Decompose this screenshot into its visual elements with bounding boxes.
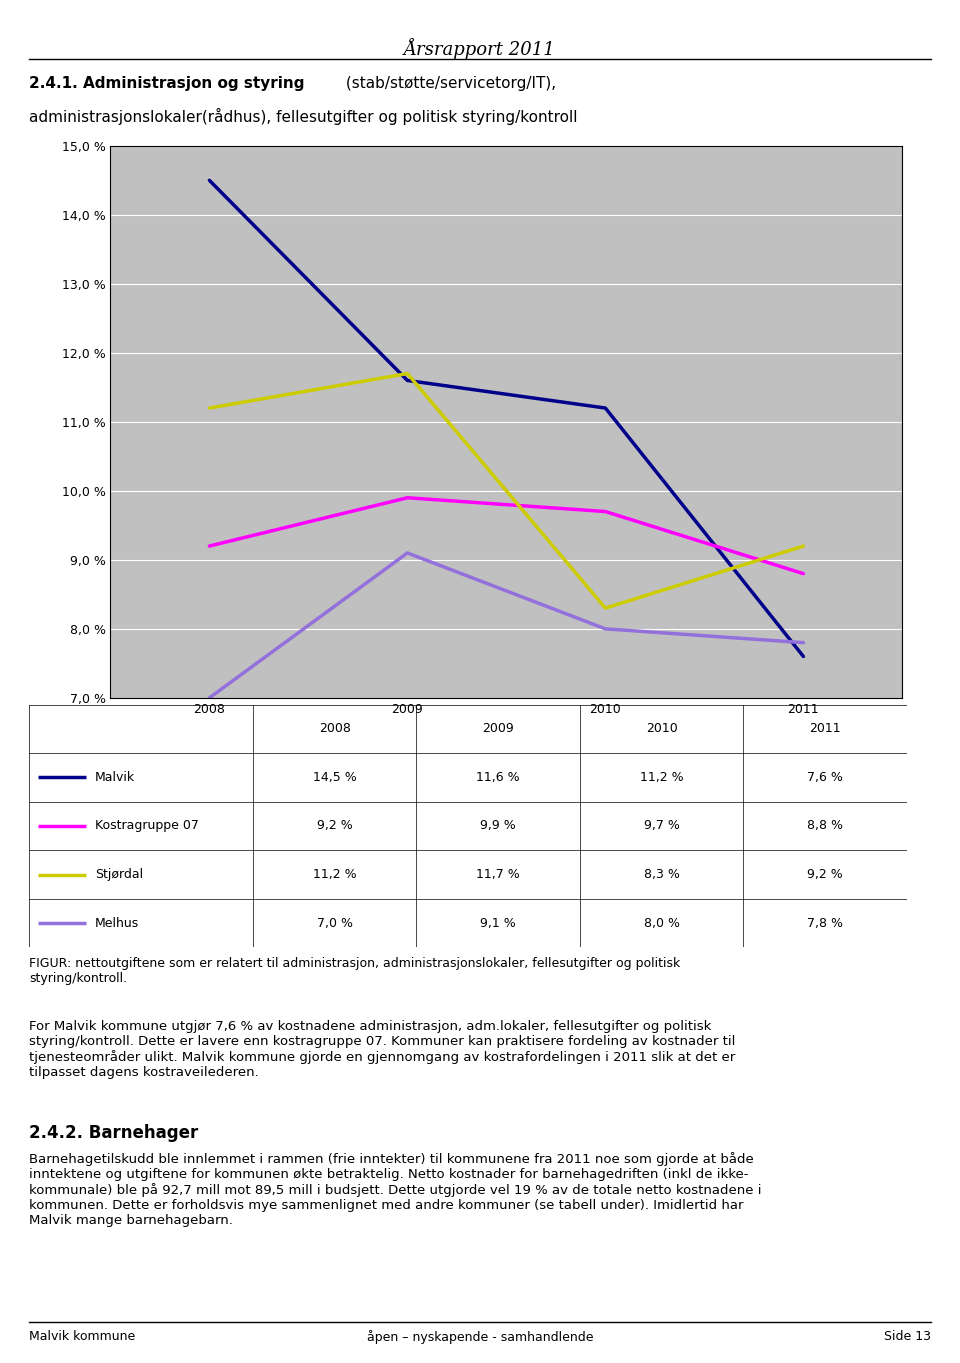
Text: Kostragruppe 07: Kostragruppe 07: [95, 819, 199, 833]
Text: 9,2 %: 9,2 %: [317, 819, 352, 833]
Text: 2010: 2010: [646, 722, 678, 736]
Text: 9,9 %: 9,9 %: [480, 819, 516, 833]
Text: Stjørdal: Stjørdal: [95, 868, 143, 880]
Text: 8,3 %: 8,3 %: [644, 868, 680, 880]
Text: 11,6 %: 11,6 %: [476, 771, 520, 784]
Text: (stab/støtte/servicetorg/IT),: (stab/støtte/servicetorg/IT),: [341, 76, 556, 91]
Text: 2009: 2009: [482, 722, 514, 736]
Text: administrasjonslokaler(rådhus), fellesutgifter og politisk styring/kontroll: administrasjonslokaler(rådhus), fellesut…: [29, 108, 577, 124]
Text: 7,0 %: 7,0 %: [317, 916, 352, 930]
Text: Barnehagetilskudd ble innlemmet i rammen (frie inntekter) til kommunene fra 2011: Barnehagetilskudd ble innlemmet i rammen…: [29, 1152, 761, 1227]
Text: FIGUR: nettoutgiftene som er relatert til administrasjon, administrasjonslokaler: FIGUR: nettoutgiftene som er relatert ti…: [29, 957, 680, 985]
Text: 11,2 %: 11,2 %: [640, 771, 684, 784]
Text: 8,0 %: 8,0 %: [644, 916, 680, 930]
Text: 14,5 %: 14,5 %: [313, 771, 356, 784]
Text: Malvik: Malvik: [95, 771, 134, 784]
Text: Melhus: Melhus: [95, 916, 139, 930]
Text: For Malvik kommune utgjør 7,6 % av kostnadene administrasjon, adm.lokaler, felle: For Malvik kommune utgjør 7,6 % av kostn…: [29, 1020, 735, 1078]
Text: 2.4.2. Barnehager: 2.4.2. Barnehager: [29, 1124, 198, 1142]
Text: 7,8 %: 7,8 %: [807, 916, 843, 930]
Text: 8,8 %: 8,8 %: [807, 819, 843, 833]
Text: 2.4.1. Administrasjon og styring: 2.4.1. Administrasjon og styring: [29, 76, 304, 91]
Text: 7,6 %: 7,6 %: [807, 771, 843, 784]
Text: Side 13: Side 13: [884, 1330, 931, 1344]
Text: Malvik kommune: Malvik kommune: [29, 1330, 135, 1344]
Text: 11,2 %: 11,2 %: [313, 868, 356, 880]
Text: 9,1 %: 9,1 %: [480, 916, 516, 930]
Text: åpen – nyskapende - samhandlende: åpen – nyskapende - samhandlende: [367, 1330, 593, 1344]
Text: 9,7 %: 9,7 %: [644, 819, 680, 833]
Text: Årsrapport 2011: Årsrapport 2011: [404, 38, 556, 59]
Text: 2011: 2011: [809, 722, 841, 736]
Text: 2008: 2008: [319, 722, 350, 736]
Text: 11,7 %: 11,7 %: [476, 868, 520, 880]
Text: 9,2 %: 9,2 %: [807, 868, 843, 880]
